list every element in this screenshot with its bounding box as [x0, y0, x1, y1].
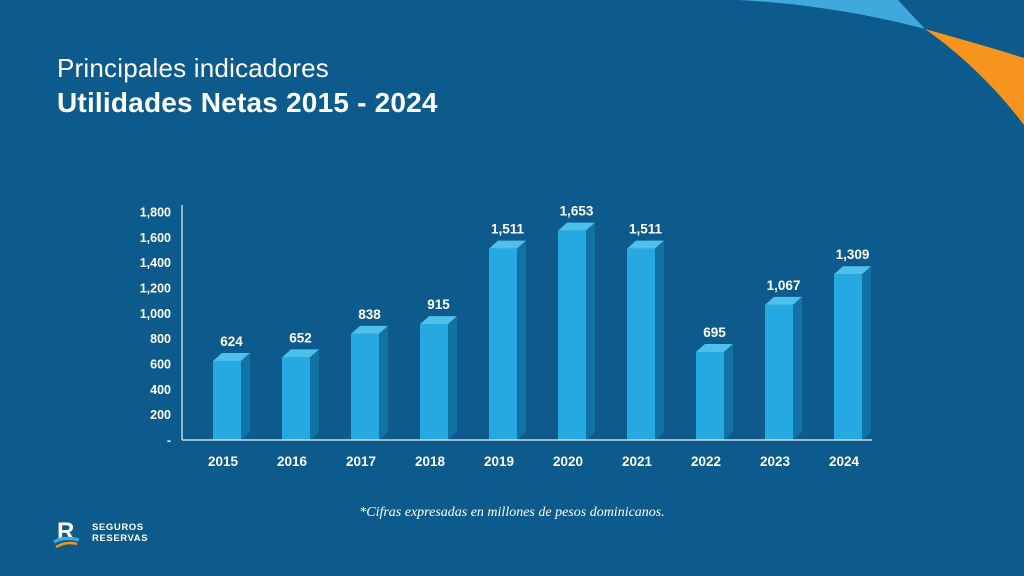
bar-2021: [627, 248, 655, 440]
title-block: Principales indicadores Utilidades Netas…: [57, 52, 438, 120]
bar-value-label: 1,511: [491, 222, 525, 237]
x-tick-label: 2022: [691, 454, 721, 469]
x-tick-label: 2016: [277, 454, 308, 469]
bar-2020: [558, 230, 586, 440]
bar-side-2016: [310, 349, 319, 440]
bar-2024: [834, 274, 862, 440]
bar-value-label: 1,067: [767, 278, 801, 293]
bar-value-label: 695: [703, 325, 726, 340]
bar-value-label: 624: [220, 334, 243, 349]
bar-2017: [351, 333, 379, 440]
bar-2015: [213, 360, 241, 440]
bar-side-2022: [724, 343, 733, 440]
logo-text: SEGUROS RESERVAS: [92, 522, 149, 545]
bar-2022: [696, 351, 724, 440]
bar-side-2015: [241, 352, 250, 440]
y-tick-label: 1,600: [140, 231, 171, 245]
bar-top-2018: [420, 316, 457, 325]
bar-value-label: 915: [427, 297, 450, 312]
logo-line1: SEGUROS: [92, 522, 144, 534]
bar-side-2020: [586, 222, 595, 440]
bar-side-2023: [793, 296, 802, 440]
x-tick-label: 2021: [622, 454, 653, 469]
y-tick-label: 1,000: [140, 307, 171, 321]
y-tick-label: 1,200: [140, 282, 171, 296]
logo-line2: RESERVAS: [92, 533, 149, 544]
bar-top-2016: [282, 349, 319, 358]
y-tick-label: 1,400: [140, 256, 171, 270]
y-tick-label: 800: [150, 332, 171, 346]
bar-value-label: 652: [289, 330, 312, 345]
x-tick-label: 2018: [415, 454, 446, 469]
corner-blue-swoosh: [738, 0, 925, 29]
bar-2019: [489, 248, 517, 440]
bar-value-label: 838: [358, 307, 381, 322]
corner-decoration: [738, 0, 1024, 125]
logo-mark-icon: R: [53, 518, 80, 549]
bar-side-2019: [517, 240, 526, 440]
bar-chart: 1,800 1,600 1,400 1,200 1,000 800 600 400 200 - 62…: [140, 204, 872, 469]
bar-value-label: 1,653: [560, 204, 594, 219]
bar-side-2024: [862, 266, 871, 440]
page-title: Utilidades Netas 2015 - 2024: [57, 86, 438, 118]
x-tick-label: 2020: [553, 454, 583, 469]
bar-side-2018: [448, 316, 457, 440]
bar-top-2020: [558, 222, 595, 231]
x-tick-label: 2024: [829, 454, 860, 469]
y-tick-label: 1,800: [140, 206, 171, 220]
page-subtitle: Principales indicadores: [57, 53, 329, 83]
bar-2018: [420, 324, 448, 440]
corner-orange-swoosh: [925, 29, 1024, 125]
y-tick-label: 600: [150, 358, 171, 372]
y-tick-label: 200: [150, 408, 171, 422]
bar-top-2021: [627, 240, 664, 249]
bar-side-2017: [379, 325, 388, 440]
bar-top-2015: [213, 352, 250, 361]
bar-side-2021: [655, 240, 664, 440]
y-tick-label: -: [167, 434, 171, 448]
x-tick-label: 2019: [484, 454, 514, 469]
x-tick-label: 2017: [346, 454, 376, 469]
bar-2016: [282, 357, 310, 440]
x-tick-label: 2015: [208, 454, 239, 469]
bar-top-2019: [489, 240, 526, 249]
bar-top-2023: [765, 296, 802, 305]
bar-top-2024: [834, 266, 871, 275]
bar-top-2017: [351, 325, 388, 334]
bar-top-2022: [696, 343, 733, 352]
y-tick-label: 400: [150, 383, 171, 397]
logo: R SEGUROS RESERVAS: [52, 517, 148, 551]
footnote: *Cifras expresadas en millones de pesos …: [359, 505, 665, 520]
x-tick-label: 2023: [760, 454, 791, 469]
bar-2023: [765, 304, 793, 440]
bar-value-label: 1,511: [629, 222, 663, 237]
bar-value-label: 1,309: [836, 247, 870, 262]
